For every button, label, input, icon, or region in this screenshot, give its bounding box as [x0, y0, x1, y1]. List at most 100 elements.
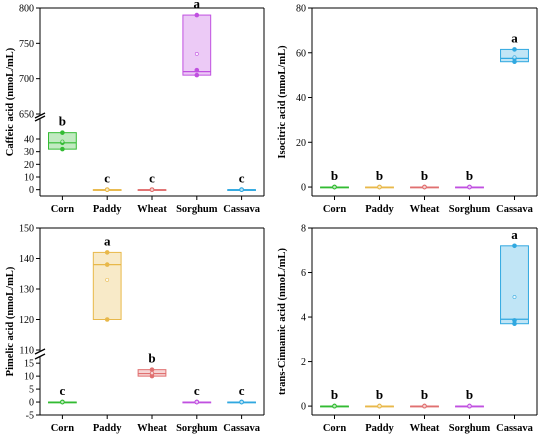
significance-letter: c [60, 383, 66, 398]
mean-marker [60, 400, 65, 404]
mean-marker [194, 52, 199, 56]
significance-letter: c [104, 171, 110, 186]
data-point [60, 130, 65, 135]
axis-break-mark [34, 115, 46, 122]
significance-letter: b [466, 387, 473, 402]
data-point [512, 321, 517, 327]
significance-letter: b [376, 387, 383, 402]
significance-letter: b [421, 168, 428, 183]
y-axis-label: Caffeic acid (nmoL/mL) [5, 47, 16, 156]
y-tick-label: 15 [24, 359, 34, 370]
y-tick-label: 80 [296, 4, 306, 15]
y-tick-label: 6 [301, 268, 306, 279]
significance-letter: c [239, 171, 245, 186]
y-tick-label: 30 [24, 147, 34, 158]
x-tick-label: Wheat [410, 423, 440, 434]
data-point [60, 146, 65, 152]
significance-letter: b [148, 351, 155, 366]
data-point [512, 47, 517, 52]
x-tick-label: Sorghum [449, 423, 491, 434]
y-tick-label: 0 [301, 183, 306, 194]
mean-marker [239, 187, 244, 192]
significance-letter: b [331, 168, 338, 183]
x-tick-label: Sorghum [176, 204, 218, 215]
x-tick-label: Paddy [365, 204, 394, 215]
y-tick-label: 20 [296, 138, 306, 149]
x-tick-label: Corn [323, 204, 346, 215]
y-tick-label: 140 [19, 254, 34, 265]
y-tick-label: 0 [29, 185, 34, 196]
y-tick-label: 130 [19, 285, 34, 296]
chart-panel-4: 0 2 4 6 8 trans-Cinnamic acid (nmoL/mL) Corn b P… [277, 224, 538, 434]
significance-letter: c [239, 383, 245, 398]
mean-marker [467, 185, 472, 189]
mean-marker [150, 187, 154, 192]
significance-letter: a [194, 0, 201, 11]
chart-panel-3: -5 0 5 10 15 110 120 130 140 150 Pimelic acid (nmo… [5, 224, 265, 434]
y-tick-label: -5 [26, 411, 34, 422]
mean-marker [194, 400, 199, 404]
box-sorghum [182, 14, 212, 76]
x-tick-label: Cassava [223, 204, 261, 215]
significance-letter: c [194, 383, 200, 398]
data-point [104, 317, 110, 322]
chart-panel-2: 0 20 40 60 80 Isocitric acid (nmoL/mL) Corn b Pa… [277, 4, 538, 215]
y-tick-label: 5 [29, 385, 34, 396]
y-tick-label: 2 [301, 357, 306, 368]
mean-marker [332, 404, 337, 408]
data-point [149, 367, 155, 372]
data-point [104, 262, 110, 267]
x-tick-label: Sorghum [176, 423, 218, 434]
y-tick-label: 40 [296, 93, 306, 104]
x-tick-label: Paddy [365, 423, 394, 434]
y-tick-label: 8 [301, 224, 306, 235]
axis-break-mark [34, 112, 46, 119]
significance-letter: b [376, 168, 383, 183]
y-axis-label: Isocitric acid (nmoL/mL) [277, 45, 288, 159]
data-point [194, 72, 200, 78]
significance-letter: a [104, 233, 111, 248]
x-tick-label: Corn [51, 423, 74, 434]
significance-letter: b [59, 114, 66, 129]
mean-marker [467, 404, 472, 408]
mean-marker [377, 404, 382, 408]
mean-marker [512, 55, 517, 60]
mean-marker [512, 295, 517, 299]
x-tick-label: Cassava [496, 204, 534, 215]
y-tick-label: 40 [24, 135, 34, 146]
y-tick-label: 10 [24, 173, 34, 184]
significance-letter: c [149, 171, 155, 186]
y-tick-label: 800 [19, 4, 34, 15]
significance-letter: b [466, 168, 473, 183]
x-tick-label: Corn [323, 423, 346, 434]
x-tick-label: Paddy [93, 423, 122, 434]
y-tick-label: 60 [296, 48, 306, 59]
y-tick-label: 0 [301, 402, 306, 413]
y-tick-label: 10 [24, 372, 34, 383]
significance-letter: b [331, 387, 338, 402]
mean-marker [105, 277, 110, 282]
x-tick-label: Sorghum [449, 204, 491, 215]
y-tick-label: 4 [301, 313, 306, 324]
mean-marker [422, 404, 427, 408]
y-tick-label: 750 [19, 39, 34, 50]
axis-break-mark [34, 348, 46, 355]
mean-marker [60, 139, 65, 144]
y-axis-label: trans-Cinnamic acid (nmoL/mL) [277, 247, 288, 395]
y-tick-label: 20 [24, 160, 34, 171]
axis-break-mark [34, 353, 46, 360]
x-tick-label: Paddy [93, 204, 122, 215]
data-point [512, 59, 517, 65]
y-tick-label: 150 [19, 224, 34, 235]
x-tick-label: Corn [51, 204, 74, 215]
y-tick-label: 110 [19, 346, 34, 357]
data-point [512, 243, 517, 249]
significance-letter: a [511, 30, 518, 45]
mean-marker [105, 187, 110, 192]
significance-letter: b [421, 387, 428, 402]
mean-marker [422, 185, 427, 189]
x-tick-label: Wheat [137, 204, 167, 215]
